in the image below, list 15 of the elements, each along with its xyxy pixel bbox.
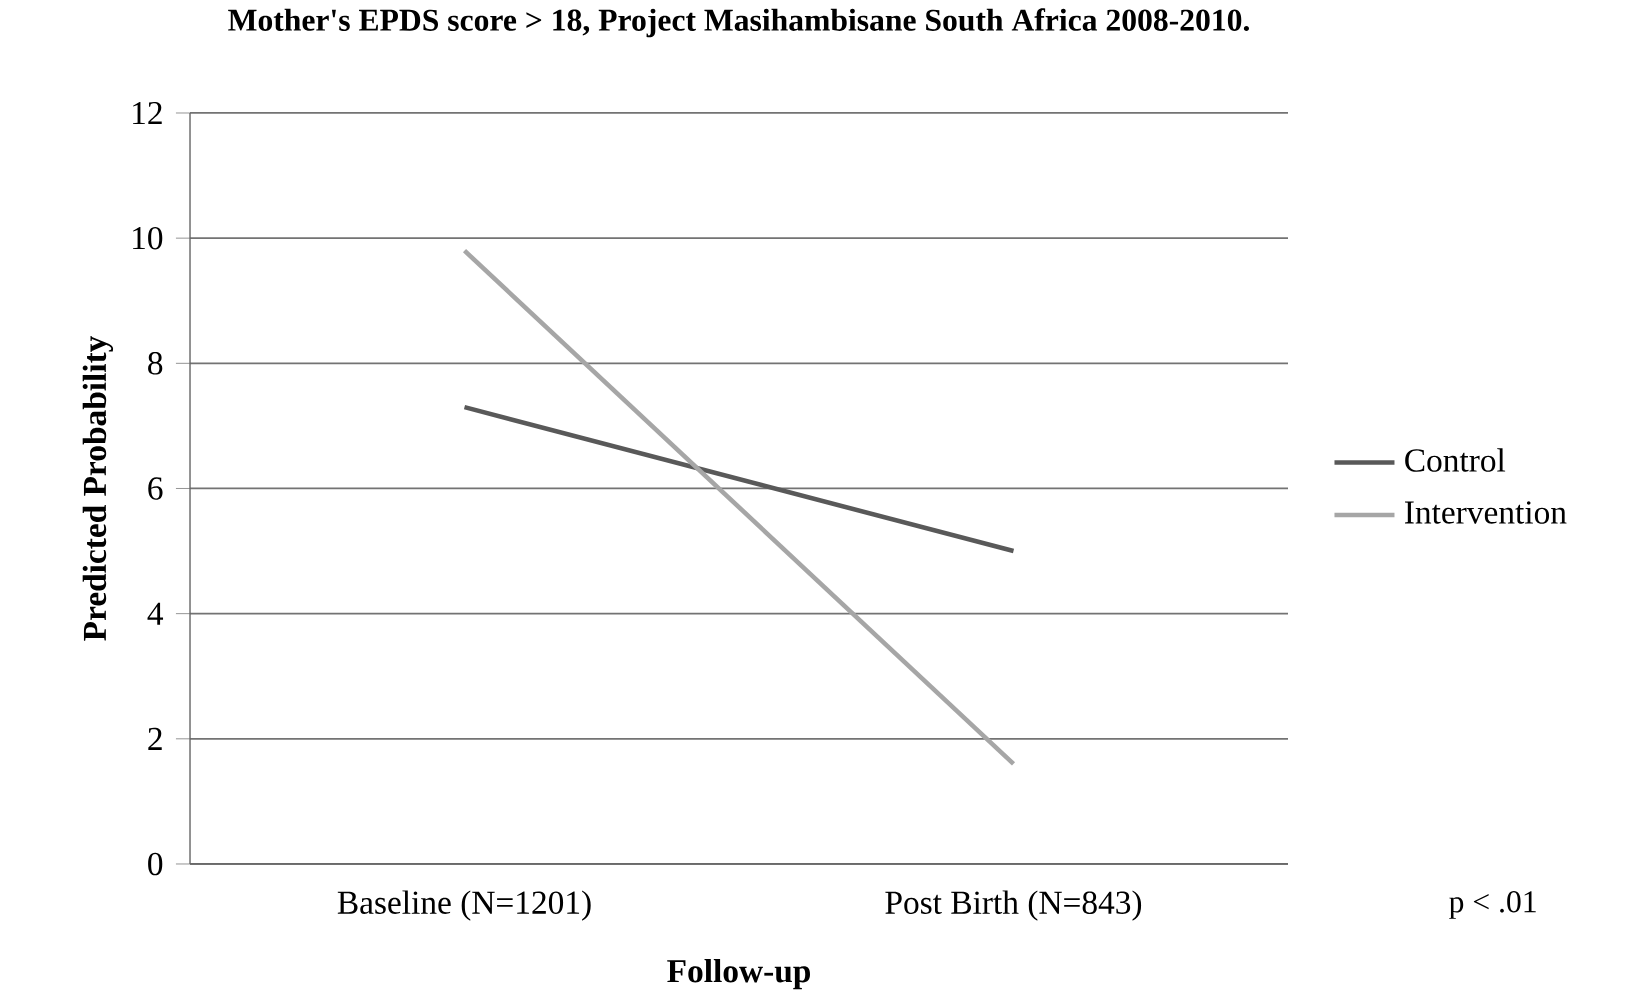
y-tick-label: 4 [147,602,164,625]
x-axis-title: Follow-up [667,958,810,990]
y-axis-title: Predicted Probability [82,335,114,641]
y-tick-label: 10 [133,226,163,250]
y-tick-label: 0 [148,852,163,876]
y-tick-label: 12 [133,101,162,125]
y-tick-label: 6 [148,477,163,500]
chart-title: Mother's EPDS score > 18, Project Masihambisane South Africa 2008-2010. [228,8,1249,38]
legend-label: Intervention [1405,501,1567,524]
x-tick-label: Post Birth (N=843) [885,890,1142,921]
legend-label: Control [1405,448,1506,472]
x-tick-label: Baseline (N=1201) [337,890,591,921]
text: p < .01 [1449,891,1536,919]
y-tick-label: 8 [148,352,163,375]
y-tick-label: 2 [148,727,162,750]
